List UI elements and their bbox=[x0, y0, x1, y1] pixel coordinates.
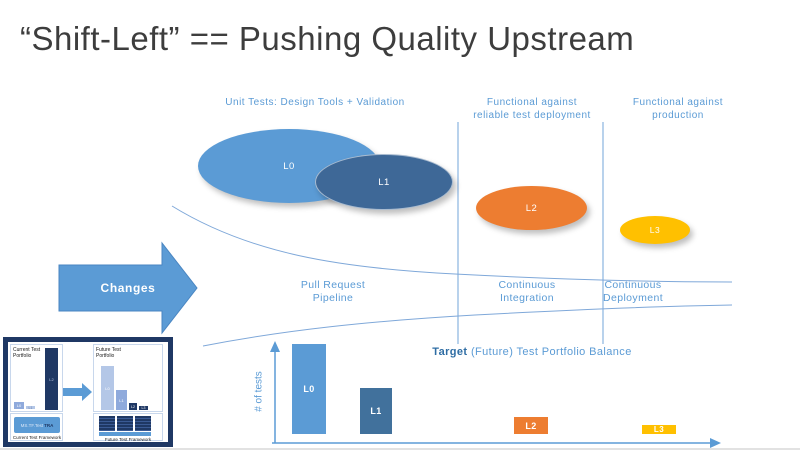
inset-thumbnail-slide: Current Test Portfolio L2 L0 L1 MS.TF.Te… bbox=[3, 337, 173, 447]
bubble-l1: L1 bbox=[315, 154, 453, 210]
inset-future-framework-box-3 bbox=[135, 416, 151, 431]
inset-current-portfolio-title: Current Test Portfolio bbox=[13, 347, 41, 359]
target-chart-bar-l1-label: L1 bbox=[370, 406, 382, 416]
inset-future-framework-label: Future Test Framework bbox=[104, 437, 152, 442]
inset-current-bar-l0: L0 bbox=[14, 402, 24, 409]
inset-current-framework-box-text: MS.TF.Test bbox=[20, 422, 44, 428]
inset-arrow-head-icon bbox=[82, 383, 92, 401]
changes-arrow-label: Changes bbox=[100, 281, 156, 295]
bubble-l0-label: L0 bbox=[283, 160, 295, 172]
funnel-lower-curve bbox=[202, 304, 733, 347]
pipeline-label-continuous-integration: Continuous Integration bbox=[498, 279, 556, 304]
target-chart-title-rest: (Future) Test Portfolio Balance bbox=[467, 346, 632, 358]
inset-current-bar-l0-label: L0 bbox=[16, 403, 22, 408]
target-chart-bar-l3: L3 bbox=[642, 425, 676, 434]
inset-future-framework-box-1 bbox=[99, 416, 115, 431]
inset-current-framework-box-text-bold: TRA bbox=[44, 422, 54, 428]
bubble-l2-label: L2 bbox=[525, 202, 538, 214]
target-chart-bar-l3-label: L3 bbox=[653, 425, 665, 434]
slide-title: “Shift-Left” == Pushing Quality Upstream bbox=[20, 20, 635, 57]
inset-future-framework-box-2 bbox=[117, 416, 133, 431]
inset-future-bar-l1-label: L1 bbox=[119, 397, 124, 403]
inset-future-bar-l3-label: L3 bbox=[141, 406, 146, 410]
inset-future-framework-panel: Future Test Framework bbox=[93, 413, 163, 442]
inset-future-bar-l0: L0 bbox=[101, 366, 114, 410]
bubble-l3-label: L3 bbox=[649, 225, 661, 235]
pipeline-label-continuous-deployment: Continuous Deployment bbox=[602, 279, 664, 304]
bubble-l2: L2 bbox=[476, 186, 587, 230]
target-chart-title: Target (Future) Test Portfolio Balance bbox=[332, 346, 732, 358]
stage-header-unit-tests: Unit Tests: Design Tools + Validation bbox=[225, 97, 405, 108]
target-chart-bar-l2: L2 bbox=[514, 417, 548, 434]
inset-future-bar-l2: L2 bbox=[129, 403, 137, 410]
bubble-l1-label: L1 bbox=[378, 176, 390, 188]
inset-current-framework-label: Current Test Framework bbox=[12, 435, 62, 440]
stage-header-functional-test-deployment: Functional against reliable test deploym… bbox=[473, 97, 591, 121]
target-chart-bar-l0: L0 bbox=[292, 344, 326, 434]
inset-current-bar-l2: L2 bbox=[45, 348, 58, 410]
inset-current-framework-box: MS.TF.Test TRA bbox=[14, 417, 60, 433]
inset-current-bar-l1-label: L1 bbox=[28, 405, 33, 410]
pipeline-label-pull-request: Pull Request Pipeline bbox=[300, 279, 366, 304]
inset-future-bar-l3: L3 bbox=[139, 406, 148, 410]
inset-current-bar-l2-label: L2 bbox=[49, 376, 54, 382]
inset-future-portfolio-title: Future Test Portfolio bbox=[96, 347, 121, 359]
inset-current-portfolio-panel: Current Test Portfolio L2 L0 L1 bbox=[10, 344, 63, 412]
inset-future-portfolio-panel: Future Test Portfolio L0 L1 L2 L3 bbox=[93, 344, 163, 412]
inset-current-bar-l1: L1 bbox=[26, 405, 35, 410]
stage-header-functional-production: Functional against production bbox=[632, 97, 724, 121]
target-chart-bar-l0-label: L0 bbox=[303, 384, 315, 394]
inset-future-bar-l1: L1 bbox=[116, 390, 127, 410]
target-chart-bar-l2-label: L2 bbox=[525, 420, 537, 431]
chart-y-axis-arrow-icon bbox=[270, 341, 280, 352]
inset-future-framework-band bbox=[99, 432, 151, 436]
bubble-l3: L3 bbox=[620, 216, 690, 244]
target-chart-bar-l1: L1 bbox=[360, 388, 392, 434]
chart-y-axis-label: # of tests bbox=[253, 371, 265, 412]
target-chart-title-bold: Target bbox=[432, 346, 468, 358]
chart-x-axis-arrow-icon bbox=[710, 438, 721, 448]
inset-future-bar-l0-label: L0 bbox=[105, 385, 110, 391]
inset-arrow-icon bbox=[63, 388, 82, 396]
inset-current-framework-panel: MS.TF.Test TRA Current Test Framework bbox=[10, 413, 63, 441]
inset-future-bar-l2-label: L2 bbox=[131, 404, 135, 409]
